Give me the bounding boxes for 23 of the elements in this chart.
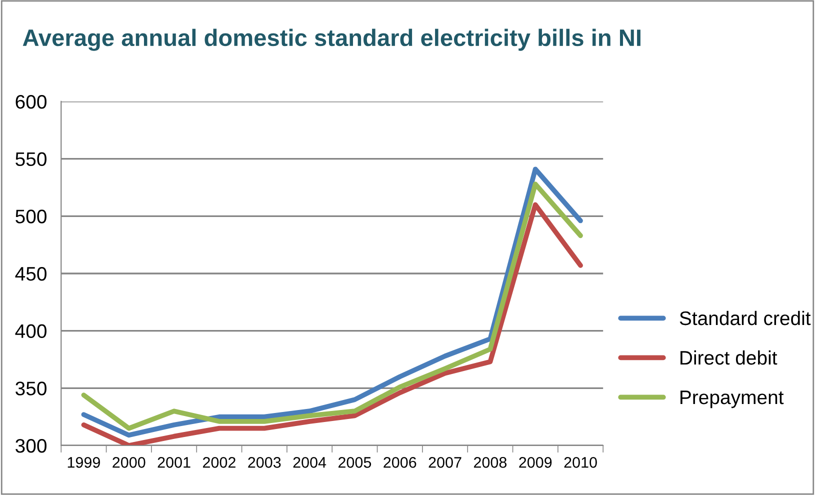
x-tick-label: 2000	[112, 457, 146, 468]
y-tick-label: 550	[16, 152, 46, 166]
y-tick-label: 600	[16, 94, 46, 109]
x-tick-label: 2001	[158, 457, 190, 468]
x-tick-label: 2006	[384, 457, 416, 468]
x-tick-label: 2005	[338, 457, 372, 468]
legend-label: Standard credit	[680, 310, 811, 326]
y-tick-label: 450	[15, 266, 46, 281]
y-tick-label: 400	[15, 324, 46, 338]
legend-label: Direct debit	[680, 350, 778, 365]
x-tick-label: 1999	[68, 457, 100, 468]
x-tick-label: 2008	[474, 457, 507, 468]
x-tick-label: 2009	[519, 457, 552, 468]
x-tick-label: 2004	[293, 457, 326, 468]
x-tick-label: 2007	[428, 457, 462, 468]
y-tick-label: 300	[16, 438, 46, 453]
chart-title: Average annual domestic standard electricity bills in NI	[22, 28, 640, 51]
x-tick-label: 2010	[564, 457, 597, 468]
y-tick-label: 500	[16, 210, 46, 224]
x-tick-label: 2002	[202, 457, 236, 468]
legend-label: Prepayment	[680, 390, 784, 408]
x-tick-label: 2003	[248, 457, 281, 468]
y-tick-label: 350	[16, 382, 46, 396]
